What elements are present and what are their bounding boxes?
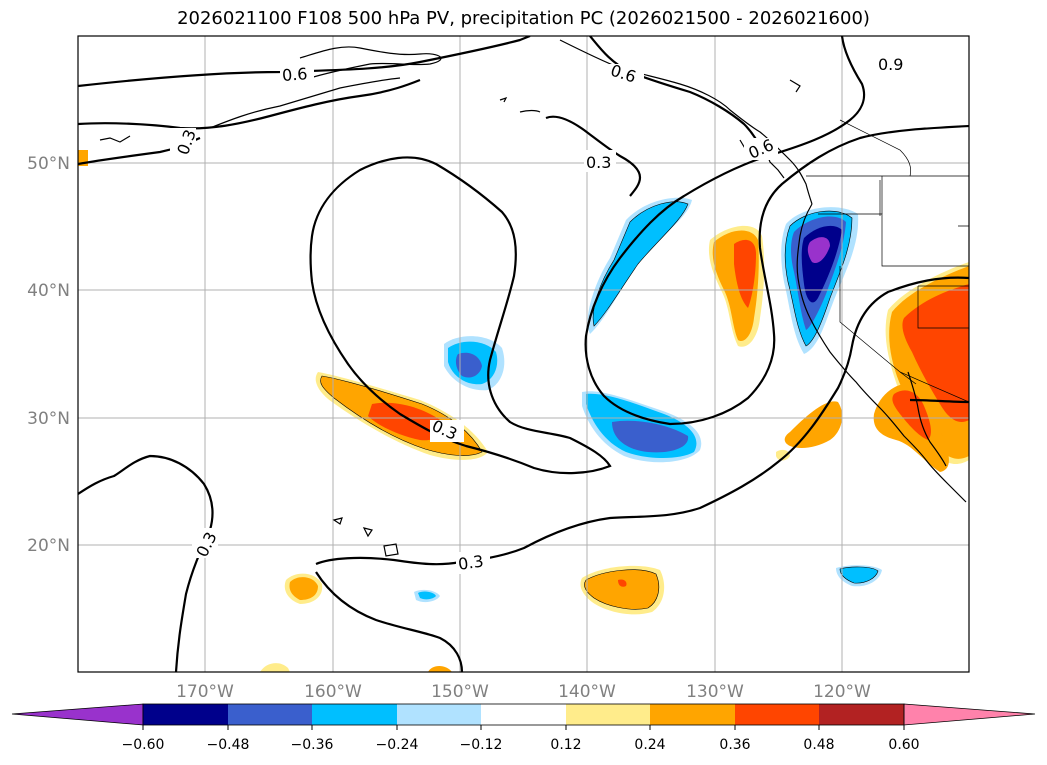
lat-axis: 50°N 40°N 30°N 20°N [27,154,70,556]
colorbar-segment [735,704,819,725]
precip-negative-area [840,566,878,584]
pv-contour [589,36,763,151]
map-area: 0.6 0.3 0.6 0.6 0.3 0.9 0.3 0.3 0.3 [78,36,969,672]
contour-label: 0.9 [878,55,903,74]
coastlines [99,39,967,557]
lat-tick-label: 30°N [27,409,70,429]
colorbar-extend-min [11,703,144,726]
precip-positive-area [776,449,790,461]
lon-tick-label: 140°W [558,682,616,702]
map-frame [77,35,970,673]
colorbar-segment [481,704,566,725]
pv-contour [315,276,969,566]
precip-positive-area [289,577,318,600]
colorbar-tick-label: 0.36 [719,737,750,753]
precip-positive-area [368,402,443,441]
lat-tick-label: 20°N [27,536,70,556]
colorbar-tick-label: 0.60 [888,737,919,753]
colorbar-segment [650,704,735,725]
precip-negative-area [807,237,830,264]
precip-outlines [320,201,879,610]
precip-positive-area [428,666,452,672]
contour-labels: 0.6 0.3 0.6 0.6 0.3 0.9 0.3 0.3 0.3 [170,54,910,574]
lat-tick-label: 40°N [27,281,70,301]
colorbar-tick-label: −0.36 [291,737,334,753]
precip-positive-area [260,663,290,672]
precip-negative-area [593,201,688,326]
pv-contour [78,78,421,130]
colorbar-segment [143,704,228,725]
precip-positive-area [892,390,931,440]
colorbar-tick-label: 0.48 [803,737,834,753]
precip-negative-area [418,591,436,600]
pv-contour [309,156,612,475]
pv-contour [315,571,464,672]
pv-contour [545,115,641,197]
precip-positive-area [618,579,627,587]
lon-tick-label: 150°W [431,682,489,702]
lat-tick-label: 50°N [27,154,70,174]
colorbar-segment [228,704,312,725]
precip-positive-area [734,239,756,308]
contour-label: 0.3 [457,551,485,573]
colorbar-extend-max [903,703,1036,726]
colorbar-tick-label: −0.24 [376,737,419,753]
precip-negative-area [612,420,689,453]
contour-label: 0.6 [281,64,308,85]
lon-tick-label: 120°W [813,682,871,702]
gridlines [78,36,969,672]
pv-contour [909,398,969,404]
pv-contour [584,36,969,426]
precip-positive-area [873,383,949,472]
contour-label: 0.3 [586,153,611,172]
pv-contours [78,36,969,672]
colorbar-tick-label: −0.60 [122,737,165,753]
colorbar-segment [566,704,650,725]
colorbar-tick-label: −0.48 [207,737,250,753]
colorbar: −0.60 −0.48 −0.36 −0.24 −0.12 0.12 0.24 … [11,703,1036,753]
precip-positive-area [584,569,659,610]
pv-contour [78,36,531,88]
colorbar-segment [819,704,904,725]
lon-axis: 170°W 160°W 150°W 140°W 130°W 120°W [176,682,871,702]
colorbar-tick-label: 0.12 [550,737,581,753]
colorbar-tick-label: −0.12 [460,737,503,753]
pv-contour [78,454,214,672]
colorbar-tick-label: 0.24 [634,737,665,753]
lon-tick-label: 170°W [176,682,234,702]
colorbar-segment [397,704,481,725]
map-title: 2026021100 F108 500 hPa PV, precipitatio… [177,8,870,29]
lon-tick-label: 130°W [686,682,744,702]
colorbar-frame [142,703,905,726]
precip-negative-area [455,352,482,378]
colorbar-segment [312,704,397,725]
lon-tick-label: 160°W [304,682,362,702]
precip-positive-area [902,284,969,423]
political-borders [806,119,969,403]
